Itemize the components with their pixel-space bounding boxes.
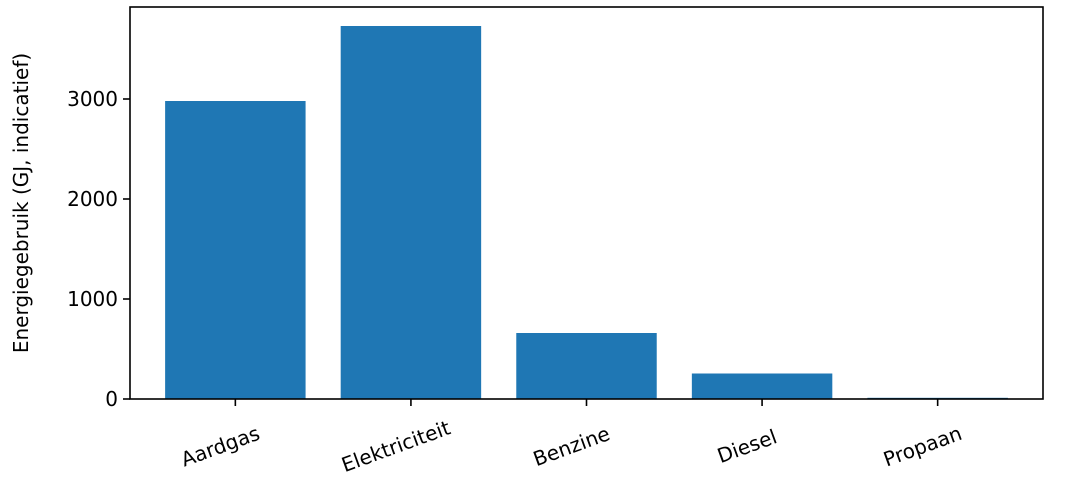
- bar-diesel: [691, 373, 833, 399]
- x-tick-label-aardgas: Aardgas: [178, 421, 263, 472]
- y-tick-label: 0: [105, 387, 118, 411]
- bar-aardgas: [165, 101, 306, 399]
- bar-elektriciteit: [340, 26, 482, 399]
- x-tick-label-diesel: Diesel: [714, 424, 780, 468]
- bar-benzine: [516, 333, 657, 399]
- y-tick-label: 2000: [67, 187, 118, 211]
- x-tick-label-benzine: Benzine: [530, 421, 613, 471]
- y-axis-label: Energiegebruik (GJ, indicatief): [9, 53, 33, 353]
- bars-group: [165, 26, 1008, 399]
- x-tick-label-elektriciteit: Elektriciteit: [338, 415, 453, 477]
- y-tick-label: 3000: [67, 87, 118, 111]
- x-axis: Aardgas Elektriciteit Benzine Diesel Propaan: [178, 399, 965, 477]
- x-tick-label-propaan: Propaan: [880, 421, 965, 471]
- plot-frame: [129, 6, 1044, 400]
- y-axis: 0 1000 2000 3000: [67, 87, 130, 411]
- y-tick-label: 1000: [67, 287, 118, 311]
